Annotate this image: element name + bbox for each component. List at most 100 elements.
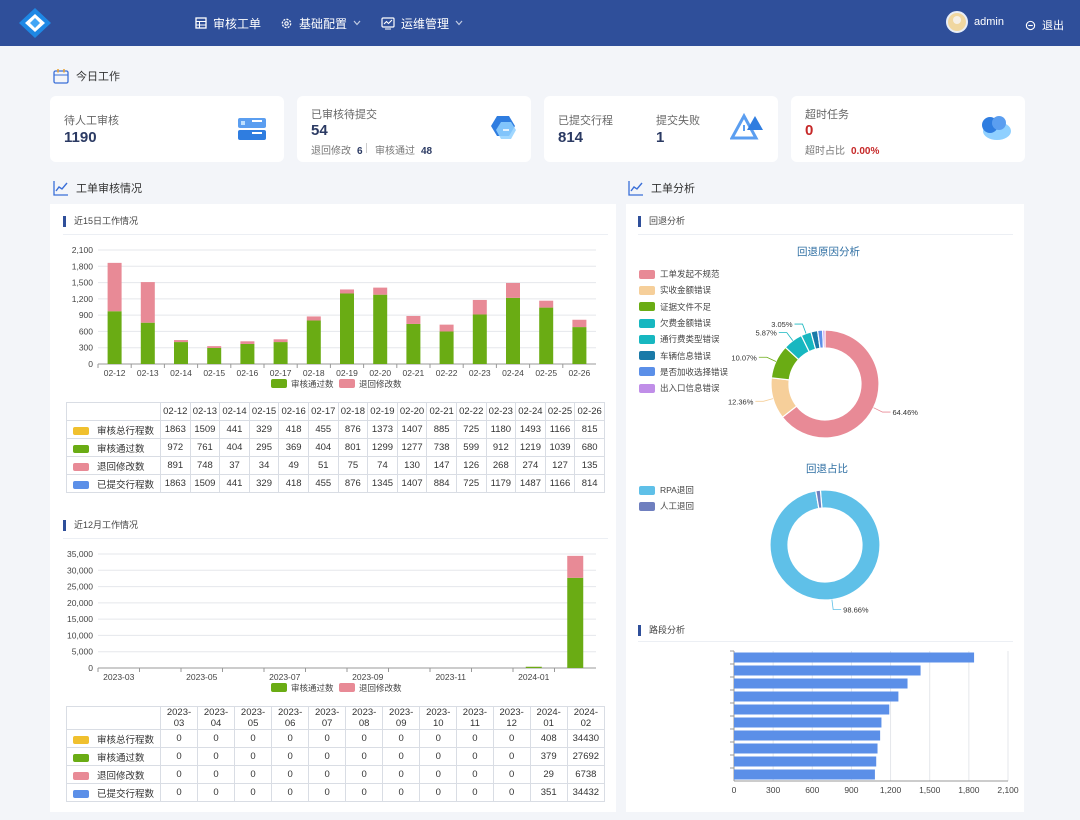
column-header: 02-21: [426, 402, 457, 421]
bar-pass[interactable]: [306, 320, 321, 364]
route-bar[interactable]: [734, 769, 875, 780]
bar-pass[interactable]: [107, 311, 122, 364]
table-cell: 0: [492, 765, 531, 784]
column-header: 2023-10: [419, 706, 458, 730]
row-label: 审核通过数: [97, 443, 145, 455]
app-logo-icon[interactable]: [18, 7, 52, 39]
calendar-icon: [53, 69, 69, 84]
route-bar[interactable]: [734, 678, 908, 689]
user-menu[interactable]: admin: [946, 11, 1004, 33]
column-header: 02-19: [367, 402, 398, 421]
kpi-card-reviewed[interactable]: 已审核待提交 54 退回修改 6 审核通过 48: [297, 96, 531, 162]
x-tick-label: 02-23: [469, 368, 491, 378]
legend-swatch: [639, 269, 655, 279]
row-header: 退回修改数: [66, 765, 161, 784]
bar-return[interactable]: [273, 339, 288, 343]
table-cell: 34430: [566, 729, 606, 748]
bar-pass[interactable]: [525, 666, 542, 668]
row-color-swatch: [73, 462, 89, 471]
table-cell: 680: [574, 438, 605, 457]
bar-pass[interactable]: [572, 327, 587, 364]
bar-return[interactable]: [140, 282, 155, 323]
table-cell: 351: [529, 783, 568, 802]
bar-pass[interactable]: [207, 347, 222, 364]
row-color-swatch: [73, 444, 89, 453]
route-bar[interactable]: [734, 704, 890, 715]
bar-return[interactable]: [240, 341, 255, 344]
legend-swatch-return[interactable]: [339, 683, 355, 692]
x-tick-label: 02-12: [104, 368, 126, 378]
route-bar[interactable]: [734, 756, 877, 767]
kpi-card-pending[interactable]: 待人工审核 1190: [50, 96, 284, 162]
donut-slice[interactable]: [781, 329, 880, 439]
bar-pass[interactable]: [273, 342, 288, 364]
legend-item[interactable]: 是否加收选择错误: [639, 364, 728, 380]
donut-slice[interactable]: [769, 489, 881, 601]
table-cell: 1179: [485, 474, 517, 493]
bar-pass[interactable]: [340, 293, 354, 364]
bar-return[interactable]: [439, 324, 454, 332]
nav-item-ops-management[interactable]: 运维管理: [381, 0, 469, 46]
bar-pass[interactable]: [567, 577, 584, 668]
y-tick-label: 0: [88, 663, 93, 673]
route-bar[interactable]: [734, 665, 921, 676]
slice-data-label: 98.66%: [843, 605, 869, 614]
kpi-card-submitted[interactable]: 已提交行程 814 提交失败 1: [544, 96, 778, 162]
route-bar[interactable]: [734, 691, 899, 702]
legend-item[interactable]: 通行费类型错误: [639, 331, 728, 347]
legend-swatch-return[interactable]: [339, 379, 355, 388]
donut-slice[interactable]: [815, 489, 823, 510]
x-tick-label: 02-26: [569, 368, 591, 378]
bar-return[interactable]: [406, 315, 421, 324]
bar-pass[interactable]: [373, 294, 388, 364]
legend-item[interactable]: 车辆信息错误: [639, 347, 728, 363]
bar-pass[interactable]: [439, 331, 454, 364]
legend-item[interactable]: 证据文件不足: [639, 299, 728, 315]
kpi-card-timeout[interactable]: 超时任务 0 超时占比 0.00%: [791, 96, 1025, 162]
bar-return[interactable]: [306, 316, 321, 321]
avatar[interactable]: [946, 11, 968, 33]
legend-item[interactable]: 实收金额错误: [639, 282, 728, 298]
kpi-label: 提交失败: [656, 115, 700, 127]
legend-item[interactable]: 出入口信息错误: [639, 380, 728, 396]
route-bar[interactable]: [734, 743, 878, 754]
bar-return[interactable]: [373, 287, 388, 295]
bar-return[interactable]: [207, 346, 222, 348]
table-cell: 379: [529, 747, 568, 766]
bar-return[interactable]: [567, 555, 584, 578]
section-title-today: 今日工作: [53, 68, 120, 84]
route-bar[interactable]: [734, 652, 975, 663]
legend-item[interactable]: 工单发起不规范: [639, 266, 728, 282]
bar-return[interactable]: [539, 300, 554, 308]
table-cell: 0: [382, 765, 421, 784]
bar-pass[interactable]: [506, 297, 520, 364]
table-cell: 1345: [367, 474, 398, 493]
bar-return[interactable]: [340, 289, 354, 294]
legend-swatch-pass[interactable]: [271, 683, 287, 692]
bar-pass[interactable]: [406, 323, 421, 364]
bar-return[interactable]: [472, 299, 487, 315]
bar-return[interactable]: [506, 282, 520, 298]
legend-item[interactable]: 欠费金额错误: [639, 315, 728, 331]
bar-return[interactable]: [174, 340, 188, 343]
bar-pass[interactable]: [539, 307, 554, 364]
logout-button[interactable]: 退出: [1025, 17, 1064, 33]
nav-item-basic-config[interactable]: 基础配置: [280, 0, 367, 46]
warning-triangle-icon: [730, 112, 763, 140]
legend-item[interactable]: 人工退回: [639, 498, 694, 514]
bar-pass[interactable]: [240, 343, 255, 364]
bar-pass[interactable]: [472, 314, 487, 364]
donut-slice[interactable]: [822, 329, 826, 349]
legend-item[interactable]: RPA退回: [639, 482, 694, 498]
bar-pass[interactable]: [140, 322, 155, 364]
bar-pass[interactable]: [174, 342, 188, 364]
table-row: 审核通过数 0 0 0 0 0 0 0 0 0 0 379 27692: [66, 747, 606, 766]
route-bar[interactable]: [734, 717, 882, 728]
legend-swatch-pass[interactable]: [271, 379, 287, 388]
table-icon: [195, 17, 207, 29]
route-bar[interactable]: [734, 730, 881, 741]
bar-return[interactable]: [572, 319, 587, 328]
bar-return[interactable]: [107, 262, 122, 312]
table-cell: 1219: [515, 438, 546, 457]
nav-item-review-orders[interactable]: 审核工单: [195, 0, 261, 46]
